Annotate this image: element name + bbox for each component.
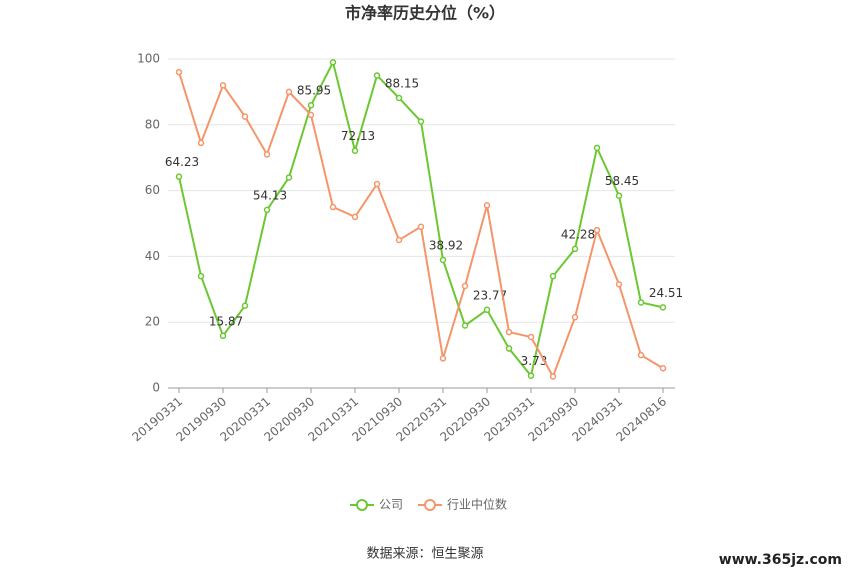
data-point	[417, 118, 425, 125]
y-tick-label: 100	[137, 52, 160, 66]
data-point	[285, 88, 293, 96]
data-point	[637, 351, 645, 359]
source: 数据来源：恒生聚源	[366, 547, 483, 562]
data-point	[461, 322, 469, 329]
value-label: 72.13	[341, 129, 375, 143]
data-point	[197, 139, 205, 147]
y-tick-label: 0	[152, 381, 160, 395]
data-point	[593, 144, 601, 152]
data-point	[549, 373, 557, 380]
data-point	[417, 223, 425, 231]
value-label: 64.23	[165, 155, 199, 169]
y-tick-label: 40	[145, 249, 160, 263]
data-point	[659, 304, 667, 311]
data-point	[659, 365, 667, 372]
value-label: 15.87	[209, 314, 243, 328]
data-point	[461, 282, 469, 290]
data-point	[175, 68, 183, 76]
data-point	[329, 203, 337, 211]
data-point	[505, 328, 513, 336]
data-point	[175, 173, 183, 180]
value-label: 42.28	[561, 227, 595, 241]
data-point	[571, 314, 579, 321]
data-point	[263, 151, 271, 158]
data-point	[351, 147, 359, 154]
value-label: 23.77	[473, 288, 507, 302]
value-label: 88.15	[385, 76, 419, 90]
data-point	[439, 256, 447, 264]
data-point	[307, 111, 315, 119]
data-point	[263, 206, 271, 214]
legend-marker	[424, 499, 436, 511]
data-point	[549, 272, 557, 280]
y-tick-label: 80	[145, 117, 160, 131]
data-point	[351, 213, 359, 221]
data-point	[483, 202, 491, 209]
data-point	[197, 272, 205, 280]
data-point	[373, 180, 381, 188]
data-point	[505, 345, 513, 352]
data-point	[241, 113, 249, 120]
data-point	[637, 299, 645, 306]
data-point	[395, 94, 403, 102]
data-point	[615, 192, 623, 199]
data-point	[439, 355, 447, 362]
legend-label: 行业中位数	[447, 497, 507, 512]
value-label: 58.45	[605, 174, 639, 188]
data-point	[527, 372, 535, 379]
value-label: 54.13	[253, 188, 287, 202]
chart-title: 市净率历史分位（%）	[345, 4, 505, 23]
watermark: www.365jz.com	[719, 552, 842, 568]
data-point	[571, 245, 579, 253]
data-point	[395, 236, 403, 244]
series-line	[178, 59, 664, 378]
value-label: 85.95	[297, 84, 331, 98]
data-point	[307, 101, 315, 109]
y-tick-label: 60	[145, 183, 160, 197]
legend-marker	[356, 499, 368, 511]
y-tick-label: 20	[145, 315, 160, 329]
data-point	[285, 174, 293, 181]
data-point	[329, 59, 337, 66]
value-label: 3.73	[521, 354, 548, 368]
value-label: 38.92	[429, 238, 463, 252]
data-point	[373, 72, 381, 79]
data-point	[219, 82, 227, 89]
data-point	[527, 333, 535, 341]
value-label: 24.51	[649, 286, 683, 300]
data-point	[219, 332, 227, 340]
legend-label: 公司	[379, 498, 403, 512]
data-point	[593, 226, 601, 234]
data-point	[241, 302, 249, 309]
data-point	[483, 306, 491, 314]
data-point	[615, 281, 623, 288]
